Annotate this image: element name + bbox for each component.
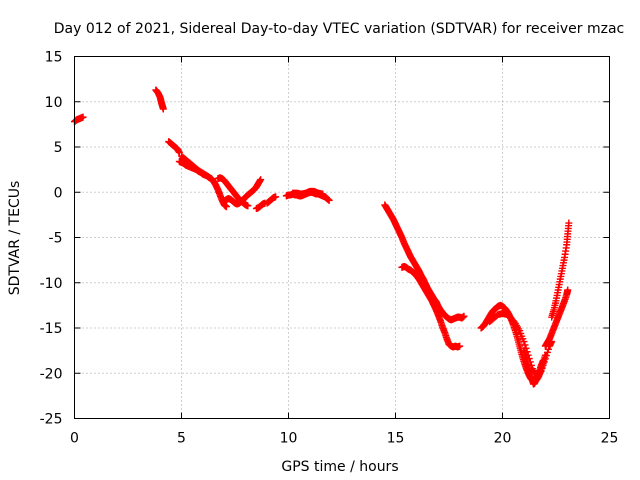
data-point	[207, 175, 215, 183]
data-point	[319, 190, 327, 198]
y-tick-label: 10	[45, 95, 63, 111]
data-point	[543, 348, 551, 356]
data-point	[520, 338, 528, 346]
y-tick-label: -5	[49, 231, 63, 247]
data-point	[565, 219, 573, 227]
data-point	[460, 312, 468, 320]
data-point	[456, 342, 464, 350]
data-point	[244, 202, 252, 210]
data-point	[272, 193, 280, 201]
x-tick-label: 5	[177, 431, 186, 447]
data-point	[257, 176, 265, 184]
data-point	[175, 148, 183, 156]
data-point	[564, 286, 572, 294]
y-tick-label: 0	[54, 185, 63, 201]
x-tick-label: 15	[387, 431, 405, 447]
x-axis-label: GPS time / hours	[281, 459, 398, 475]
y-axis-label: SDTVAR / TECUs	[7, 181, 23, 296]
y-tick-label: -20	[40, 366, 63, 382]
data-point	[539, 357, 547, 365]
x-tick-label: 0	[70, 431, 79, 447]
data-point	[521, 341, 529, 349]
data-point	[222, 203, 230, 211]
x-tick-label: 20	[494, 431, 512, 447]
axes: 0 5 10 15 20 25 -25 -20 -15 -10 -5 0 5 10 15	[40, 50, 619, 447]
y-tick-label: 5	[54, 140, 63, 156]
y-tick-label: -25	[40, 412, 63, 428]
y-tick-label: -15	[40, 321, 63, 337]
y-tick-label: -10	[40, 276, 63, 292]
data-point	[542, 352, 550, 360]
data-points	[71, 86, 573, 388]
chart-title: Day 012 of 2021, Sidereal Day-to-day VTE…	[54, 21, 624, 37]
plot-frame	[74, 56, 610, 419]
data-point	[159, 105, 167, 113]
grid	[74, 56, 610, 419]
data-point	[545, 345, 553, 353]
x-tick-label: 10	[280, 431, 298, 447]
data-point	[325, 196, 333, 204]
data-point	[79, 113, 87, 121]
x-tick-label: 25	[601, 431, 619, 447]
y-tick-label: 15	[45, 50, 63, 66]
